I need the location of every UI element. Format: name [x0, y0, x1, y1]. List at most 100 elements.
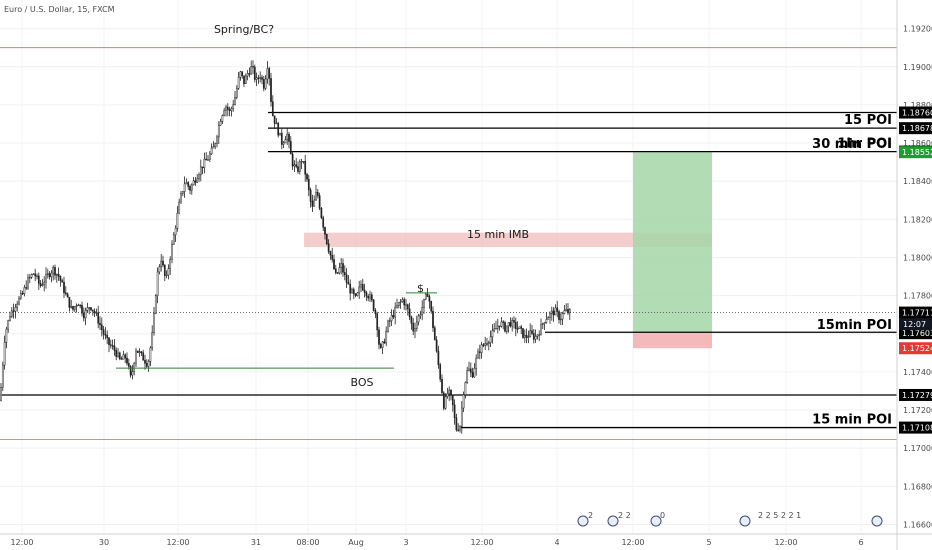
- candle-body: [320, 208, 323, 219]
- candle-body: [244, 75, 247, 84]
- candle-body: [304, 161, 307, 175]
- candle-body: [545, 319, 548, 323]
- candle-body: [543, 322, 546, 325]
- candle-body: [484, 343, 487, 346]
- price-tag-bg: [899, 421, 932, 434]
- candle-body: [190, 184, 193, 191]
- poi-label: 15min POI: [817, 318, 892, 333]
- event-marker: [607, 515, 619, 527]
- candle-body: [131, 371, 134, 376]
- candle-body: [109, 344, 112, 346]
- price-tag-bg: [899, 342, 932, 355]
- candle-body: [289, 141, 292, 155]
- y-tick-label: 1.17800: [903, 292, 932, 301]
- candle-body: [248, 73, 251, 75]
- candle-body: [482, 344, 485, 346]
- annotation-dollar: $: [417, 282, 424, 295]
- candle-body: [486, 343, 488, 345]
- candle-body: [214, 143, 217, 147]
- price-tag-label: 1.17524: [902, 344, 932, 353]
- candle-body: [81, 305, 83, 314]
- candle-body: [511, 320, 514, 327]
- event-marker: [739, 515, 751, 527]
- candle-body: [428, 296, 431, 302]
- candle-body: [439, 364, 442, 380]
- x-tick-label: 5: [706, 538, 711, 547]
- candle-body: [496, 325, 499, 329]
- candle-body: [493, 328, 496, 331]
- candle-body: [432, 310, 434, 328]
- candle-body: [246, 73, 249, 77]
- candle-body: [178, 201, 181, 214]
- candle-body: [412, 323, 415, 332]
- candle-body: [401, 299, 404, 302]
- candle-body: [113, 345, 116, 351]
- candle-body: [162, 260, 164, 266]
- candle-body: [423, 298, 425, 308]
- candle-body: [142, 352, 145, 361]
- x-tick-label: 6: [858, 538, 863, 547]
- candle-body: [158, 266, 161, 273]
- candle-body: [419, 314, 422, 317]
- candle-body: [95, 312, 98, 314]
- candle-body: [34, 273, 37, 277]
- x-tick-label: 12:00: [774, 538, 797, 547]
- candle-body: [523, 334, 526, 338]
- candle-body: [394, 306, 397, 318]
- candle-body: [154, 295, 157, 314]
- candle-body: [19, 293, 22, 299]
- candle-body: [387, 320, 389, 332]
- candle-body: [507, 322, 510, 327]
- candle-body: [531, 330, 533, 334]
- poi-label: 15 min POI: [812, 413, 892, 428]
- candle-body: [97, 312, 100, 324]
- time-tag-label: 12:07: [903, 320, 926, 329]
- candle-body: [540, 324, 542, 336]
- candle-body: [361, 284, 364, 291]
- annotation-spring: Spring/BC?: [214, 23, 274, 36]
- candle-body: [111, 345, 114, 347]
- candle-body: [64, 292, 67, 295]
- candle-body: [270, 78, 272, 102]
- candle-body: [516, 328, 519, 330]
- price-tag-bg: [899, 146, 932, 159]
- candle-body: [151, 332, 154, 349]
- candle-body: [160, 260, 163, 268]
- candle-body: [149, 347, 152, 362]
- annotation-imb: 15 min IMB: [467, 228, 529, 241]
- candle-body: [284, 139, 287, 144]
- candle-body: [489, 336, 492, 343]
- candle-body: [50, 272, 53, 278]
- candle-body: [383, 341, 386, 344]
- candle-body: [239, 71, 242, 78]
- candle-body: [232, 104, 235, 109]
- candle-body: [534, 336, 537, 340]
- candle-body: [388, 320, 391, 322]
- y-tick-label: 1.17400: [903, 368, 932, 377]
- candle-body: [228, 109, 231, 111]
- candle-body: [424, 293, 427, 300]
- event-marker: [650, 515, 662, 527]
- candle-body: [115, 349, 118, 357]
- candle-body: [7, 320, 10, 330]
- candle-body: [30, 274, 33, 278]
- candle-body: [554, 307, 557, 316]
- candle-body: [433, 327, 436, 341]
- candle-body: [369, 294, 371, 299]
- event-markers: 2 2 2 0 2 2 5 2 2 1: [577, 511, 883, 527]
- candle-body: [217, 124, 220, 138]
- candle-body: [513, 320, 515, 323]
- candle-body: [176, 212, 179, 229]
- x-tick-label: 30: [99, 538, 109, 547]
- candle-body: [505, 325, 508, 332]
- x-tick-label: 08:00: [296, 538, 319, 547]
- x-tick-label: 31: [251, 538, 261, 547]
- candle-body: [459, 426, 461, 431]
- candle-body: [201, 166, 204, 168]
- candle-body: [36, 275, 38, 277]
- candle-body: [414, 328, 416, 332]
- price-tag-label: 1.18552: [902, 148, 932, 157]
- candle-body: [136, 350, 139, 353]
- candle-body: [32, 273, 35, 275]
